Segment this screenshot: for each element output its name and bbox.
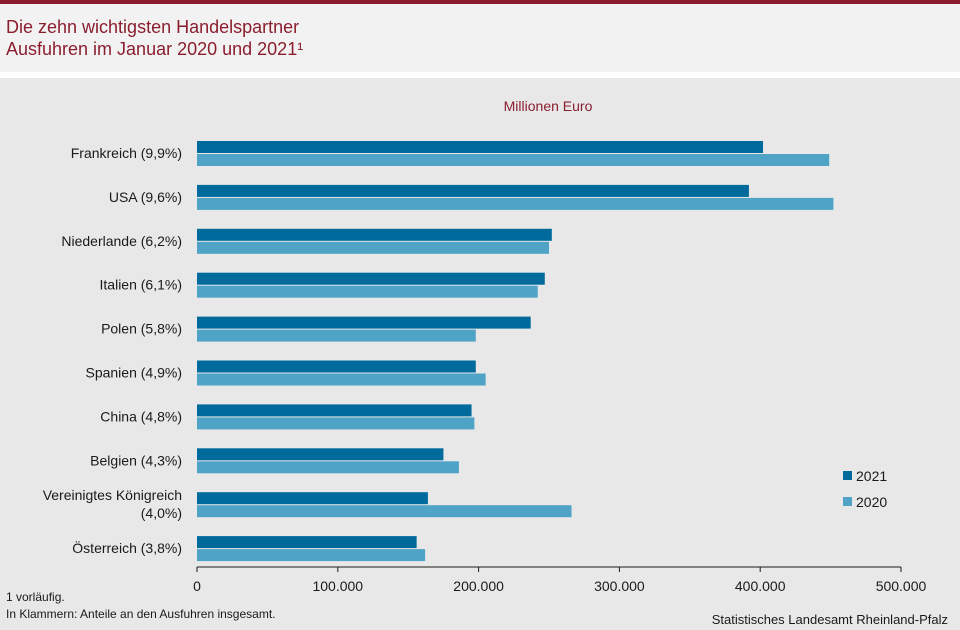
bar-2021-8 [197,492,428,505]
legend-label-2020: 2020 [856,494,887,510]
bar-2021-6 [197,404,472,417]
bar-2021-5 [197,360,476,373]
x-tick-label-5: 500.000 [876,578,927,594]
x-tick-label-1: 100.000 [312,578,363,594]
footnote-2: In Klammern: Anteile an den Ausfuhren in… [6,607,276,621]
bar-2020-2 [197,241,549,254]
category-label-7: Belgien (4,3%) [90,452,182,468]
bar-2020-6 [197,417,475,430]
x-tick-label-4: 400.000 [735,578,786,594]
category-label-4: Polen (5,8%) [101,321,182,337]
category-label-8-1: (4,0%) [141,505,182,521]
legend-swatch-2021 [843,471,852,480]
category-label-3: Italien (6,1%) [100,277,182,293]
category-labels: Frankreich (9,9%) USA (9,6%) Niederlande (… [43,145,182,556]
legend: 2021 2020 [843,468,887,510]
category-label-1: USA (9,6%) [109,189,182,205]
category-label-2: Niederlande (6,2%) [61,233,182,249]
category-label-9: Österreich (3,8%) [72,539,182,556]
category-label-5: Spanien (4,9%) [85,365,182,381]
x-tick-label-0: 0 [193,578,201,594]
bar-2021-4 [197,316,531,329]
bar-2020-7 [197,461,459,474]
category-label-0: Frankreich (9,9%) [71,145,182,161]
bar-2021-2 [197,228,552,241]
source-label: Statistisches Landesamt Rheinland-Pfalz [711,612,948,627]
bar-2020-5 [197,373,486,386]
bar-2021-9 [197,536,417,549]
legend-label-2021: 2021 [856,468,887,484]
chart-title: Die zehn wichtigsten Handelspartner Ausf… [6,16,303,60]
header: Die zehn wichtigsten Handelspartner Ausf… [0,4,960,72]
x-tick-label-2: 200.000 [453,578,504,594]
bar-2020-0 [197,154,830,166]
bar-2020-1 [197,197,834,210]
title-line-2: Ausfuhren im Januar 2020 und 2021¹ [6,39,304,59]
bar-2021-3 [197,272,545,285]
footnote-1: 1 vorläufig. [6,590,65,604]
bar-2020-3 [197,285,538,298]
unit-label: Millionen Euro [504,98,593,114]
bars-group [197,141,834,562]
x-ticks: 0 100.000 200.000 300.000 400.000 500.000 [193,567,927,594]
category-label-8-0: Vereinigtes Königreich [43,487,182,503]
x-tick-label-3: 300.000 [594,578,645,594]
bar-2021-1 [197,184,749,197]
bar-2020-4 [197,329,476,342]
title-line-1: Die zehn wichtigsten Handelspartner [6,17,300,37]
legend-swatch-2020 [843,497,852,506]
chart-area [0,78,960,630]
bar-2021-7 [197,448,444,461]
bar-2020-8 [197,505,572,518]
bar-2021-0 [197,141,764,153]
category-label-6: China (4,8%) [100,408,182,424]
bar-2020-9 [197,549,426,562]
top-rule [0,0,960,4]
header-divider [0,72,960,78]
